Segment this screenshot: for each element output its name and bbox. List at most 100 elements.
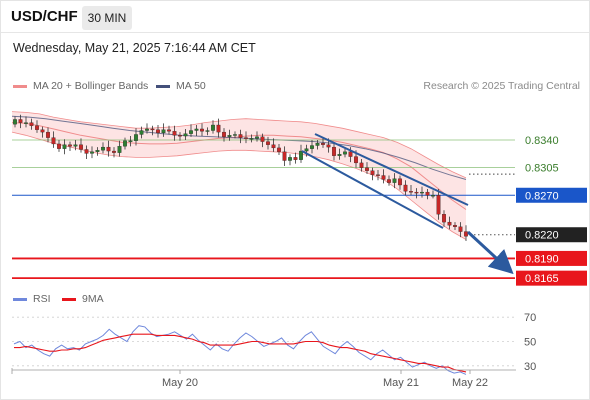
candle-body	[321, 143, 325, 145]
candle-body	[51, 137, 56, 145]
candle-body	[447, 221, 452, 226]
candle-body	[172, 131, 177, 136]
timeframe-button[interactable]: 30 MIN	[82, 6, 132, 30]
candle-body	[139, 130, 144, 135]
candle-body	[315, 143, 320, 146]
candle-body	[238, 134, 243, 138]
candle-body	[282, 151, 287, 161]
candle-body	[128, 140, 133, 142]
candle-body	[106, 146, 111, 152]
candle-body	[227, 135, 232, 137]
candle-body	[134, 134, 138, 141]
level-label-resistance-2: 0.8340	[525, 135, 559, 147]
copyright-text: Research © 2025 Trading Central	[423, 80, 580, 92]
candle-body	[57, 143, 61, 149]
candle-body	[464, 231, 468, 237]
candle-body	[35, 125, 39, 130]
candle-body	[161, 129, 166, 134]
candle-body	[414, 191, 419, 194]
candle-body	[304, 148, 309, 152]
candle-body	[255, 136, 259, 139]
x-tick-label: May 21	[383, 377, 419, 389]
level-label-resistance-1: 0.8305	[525, 163, 559, 175]
candle-body	[277, 147, 281, 152]
candle-body	[271, 144, 276, 149]
candle-body	[403, 184, 408, 192]
candle-body	[178, 135, 182, 137]
candle-body	[150, 128, 155, 131]
level-label-box-support-1	[516, 250, 587, 266]
candle-body	[387, 179, 391, 183]
candle-body	[332, 146, 336, 156]
channel-lower-line	[301, 150, 444, 229]
ma50-line	[11, 115, 467, 180]
candle-body	[73, 144, 78, 147]
candle-body	[288, 157, 292, 161]
candle-body	[398, 178, 402, 186]
level-label-box-support-2	[516, 270, 587, 286]
level-label-box-current-price	[516, 227, 587, 243]
legend-rsi-ma-label: 9MA	[82, 293, 104, 305]
candle-body	[90, 151, 94, 154]
candle-body	[354, 156, 358, 164]
candle-body	[13, 119, 17, 125]
level-label-support-1: 0.8190	[525, 253, 559, 265]
x-tick-label: May 22	[452, 377, 488, 389]
candle-body	[453, 225, 457, 227]
rsi-tick-30: 30	[524, 361, 536, 373]
projection-arrow	[466, 230, 514, 275]
candle-body	[24, 122, 28, 124]
candle-body	[40, 129, 45, 133]
level-label-box-pivot	[516, 187, 587, 203]
candle-body	[337, 154, 342, 156]
legend-bollinger-label: MA 20 + Bollinger Bands	[33, 80, 149, 92]
rsi-tick-50: 50	[524, 337, 536, 349]
candle-body	[370, 170, 375, 175]
rsi-line	[13, 325, 467, 375]
candle-body	[266, 141, 270, 145]
candle-body	[194, 128, 199, 131]
candle-body	[310, 145, 314, 149]
legend-rsi-ma: 9MA	[62, 293, 104, 305]
candle-body	[436, 195, 441, 215]
rsi-ma-line	[14, 333, 467, 373]
candle-body	[458, 226, 463, 232]
legend-rsi-label: RSI	[33, 293, 51, 305]
candle-body	[420, 191, 424, 194]
candle-body	[425, 191, 430, 196]
channel-upper-line	[314, 133, 469, 206]
candle-body	[79, 144, 83, 150]
candle-body	[189, 130, 193, 134]
candle-body	[409, 191, 413, 193]
legend-bollinger: MA 20 + Bollinger Bands	[13, 80, 148, 92]
level-label-current-price: 0.8220	[525, 230, 559, 242]
candle-body	[68, 144, 72, 147]
candle-body	[365, 167, 369, 171]
candle-body	[123, 140, 127, 147]
level-label-support-2: 0.8165	[525, 273, 559, 285]
x-tick-label: May 20	[162, 377, 198, 389]
candle-body	[167, 129, 171, 132]
candle-body	[442, 214, 446, 223]
legend-ma50-label: MA 50	[176, 80, 206, 92]
candle-body	[95, 150, 100, 152]
candle-body	[156, 129, 160, 134]
candle-body	[211, 124, 215, 131]
candle-body	[392, 178, 397, 183]
candle-body	[293, 157, 298, 160]
candle-body	[348, 151, 353, 157]
candle-body	[117, 146, 122, 153]
legend-ma50: MA 50	[156, 80, 206, 92]
ma50-swatch	[156, 84, 170, 88]
candle-body	[299, 150, 303, 160]
bollinger-swatch	[13, 84, 27, 88]
candle-body	[62, 144, 67, 149]
candle-body	[46, 131, 50, 138]
candle-body	[244, 137, 248, 139]
candle-body	[381, 175, 386, 180]
candle-body	[343, 151, 347, 155]
candle-body	[249, 138, 254, 140]
bollinger-band-fill	[12, 111, 466, 240]
